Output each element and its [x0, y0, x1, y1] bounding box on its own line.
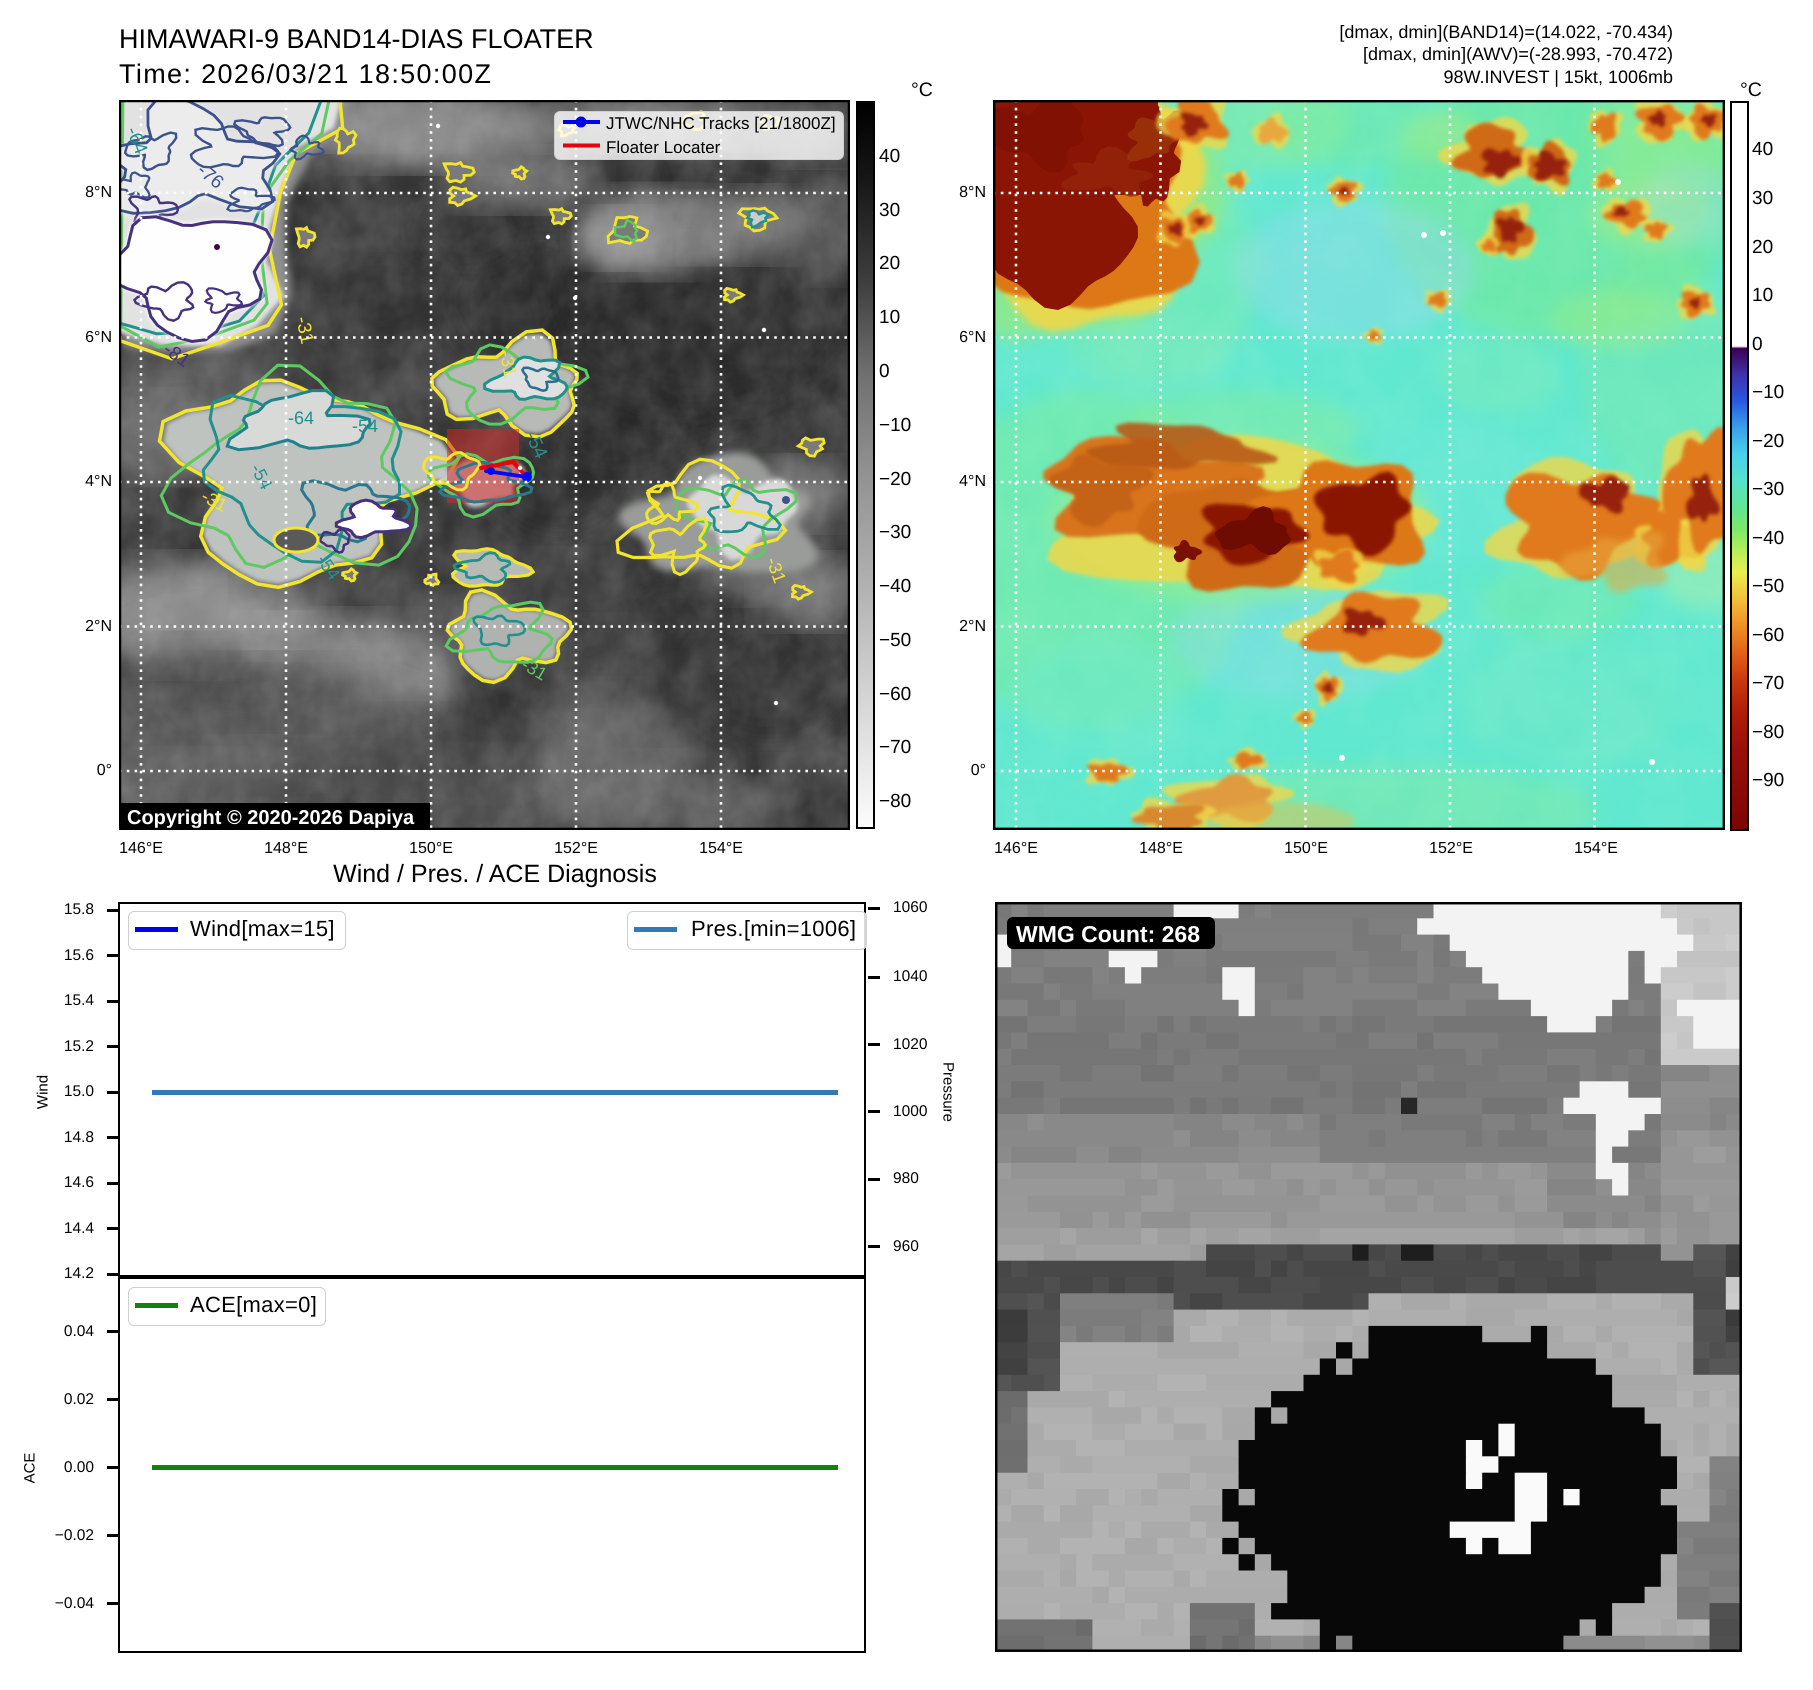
svg-text:-54: -54 — [352, 416, 378, 436]
svg-text:-64: -64 — [288, 408, 314, 428]
svg-text:Copyright © 2020-2026 Dapiya: Copyright © 2020-2026 Dapiya — [127, 807, 415, 829]
svg-text:-31: -31 — [496, 349, 520, 378]
